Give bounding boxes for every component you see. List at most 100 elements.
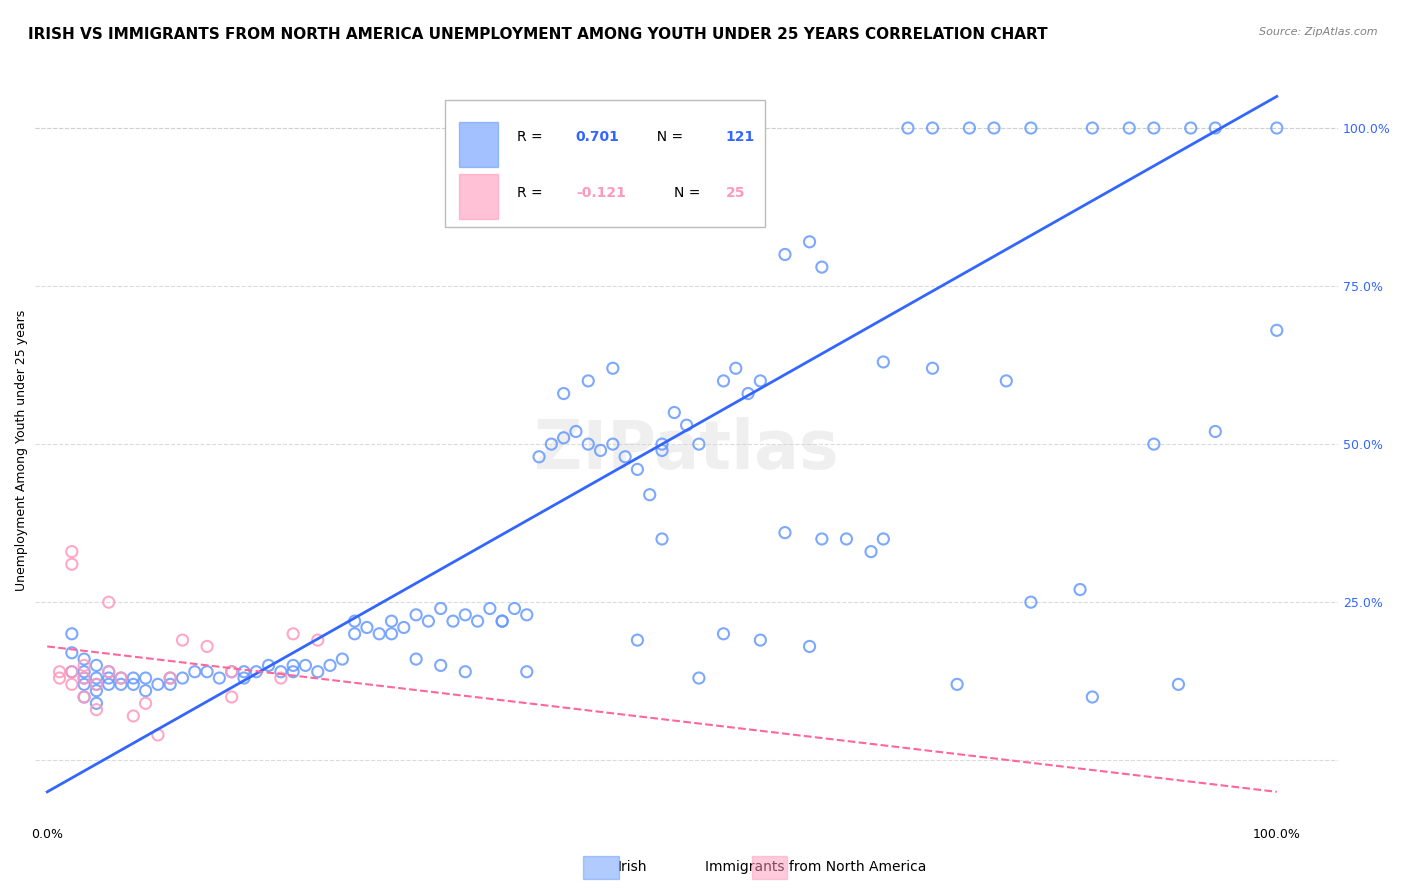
Point: [97, 677, 120, 691]
Point: [614, 450, 637, 464]
Point: [135, 696, 157, 710]
Point: [1265, 323, 1288, 337]
Point: [602, 361, 624, 376]
Point: [60, 646, 83, 660]
Point: [1167, 677, 1189, 691]
Point: [257, 658, 280, 673]
Point: [110, 677, 132, 691]
Point: [921, 121, 943, 136]
Point: [565, 425, 588, 439]
Point: [995, 374, 1018, 388]
Point: [73, 677, 96, 691]
Point: [860, 544, 883, 558]
Text: N =: N =: [673, 186, 704, 200]
Point: [97, 595, 120, 609]
Point: [576, 437, 599, 451]
Point: [799, 235, 821, 249]
Point: [713, 374, 735, 388]
Point: [221, 665, 243, 679]
Text: -0.121: -0.121: [576, 186, 626, 200]
Point: [491, 614, 513, 628]
Text: Source: ZipAtlas.com: Source: ZipAtlas.com: [1260, 27, 1378, 37]
Point: [1019, 121, 1042, 136]
Point: [307, 665, 329, 679]
Point: [651, 532, 673, 546]
Point: [392, 620, 415, 634]
Text: Immigrants from North America: Immigrants from North America: [704, 860, 927, 874]
Point: [60, 627, 83, 641]
Point: [380, 614, 402, 628]
Text: N =: N =: [648, 130, 688, 145]
Point: [60, 558, 83, 572]
Point: [1081, 121, 1104, 136]
Point: [195, 640, 218, 654]
Point: [73, 652, 96, 666]
Point: [773, 247, 796, 261]
Point: [270, 671, 292, 685]
Point: [688, 671, 710, 685]
Point: [122, 709, 145, 723]
Point: [1143, 121, 1166, 136]
Point: [73, 671, 96, 685]
Point: [73, 658, 96, 673]
Point: [1204, 121, 1226, 136]
Point: [638, 488, 661, 502]
Point: [441, 614, 464, 628]
Point: [921, 361, 943, 376]
Point: [749, 633, 772, 648]
Point: [553, 386, 575, 401]
Point: [294, 658, 316, 673]
Point: [811, 532, 834, 546]
Point: [724, 361, 747, 376]
Point: [73, 690, 96, 704]
Point: [540, 437, 562, 451]
Point: [983, 121, 1005, 136]
Text: R =: R =: [517, 186, 547, 200]
Point: [60, 677, 83, 691]
Point: [773, 525, 796, 540]
Point: [86, 696, 108, 710]
Point: [1204, 425, 1226, 439]
Bar: [458, 122, 498, 167]
Point: [159, 671, 181, 685]
Point: [1265, 121, 1288, 136]
Point: [60, 544, 83, 558]
Point: [429, 658, 451, 673]
Text: 0.701: 0.701: [576, 130, 620, 145]
Point: [135, 671, 157, 685]
Bar: [458, 175, 498, 219]
Point: [48, 671, 70, 685]
Point: [368, 627, 391, 641]
Point: [319, 658, 342, 673]
Point: [527, 450, 550, 464]
Point: [110, 671, 132, 685]
Point: [233, 665, 256, 679]
Point: [749, 374, 772, 388]
Point: [675, 418, 697, 433]
Point: [467, 614, 489, 628]
Point: [86, 703, 108, 717]
Point: [73, 690, 96, 704]
Point: [1118, 121, 1140, 136]
Point: [195, 665, 218, 679]
Point: [1143, 437, 1166, 451]
Point: [516, 607, 538, 622]
Point: [184, 665, 207, 679]
Point: [135, 683, 157, 698]
Point: [245, 665, 267, 679]
Point: [454, 607, 477, 622]
Point: [651, 443, 673, 458]
Point: [343, 614, 366, 628]
Point: [122, 671, 145, 685]
Point: [60, 665, 83, 679]
Text: ZIPatlas: ZIPatlas: [534, 417, 839, 483]
Point: [626, 462, 648, 476]
Point: [86, 683, 108, 698]
Point: [233, 671, 256, 685]
Point: [356, 620, 378, 634]
Y-axis label: Unemployment Among Youth under 25 years: Unemployment Among Youth under 25 years: [15, 310, 28, 591]
Point: [811, 260, 834, 274]
Point: [957, 121, 980, 136]
Point: [491, 614, 513, 628]
Point: [503, 601, 526, 615]
